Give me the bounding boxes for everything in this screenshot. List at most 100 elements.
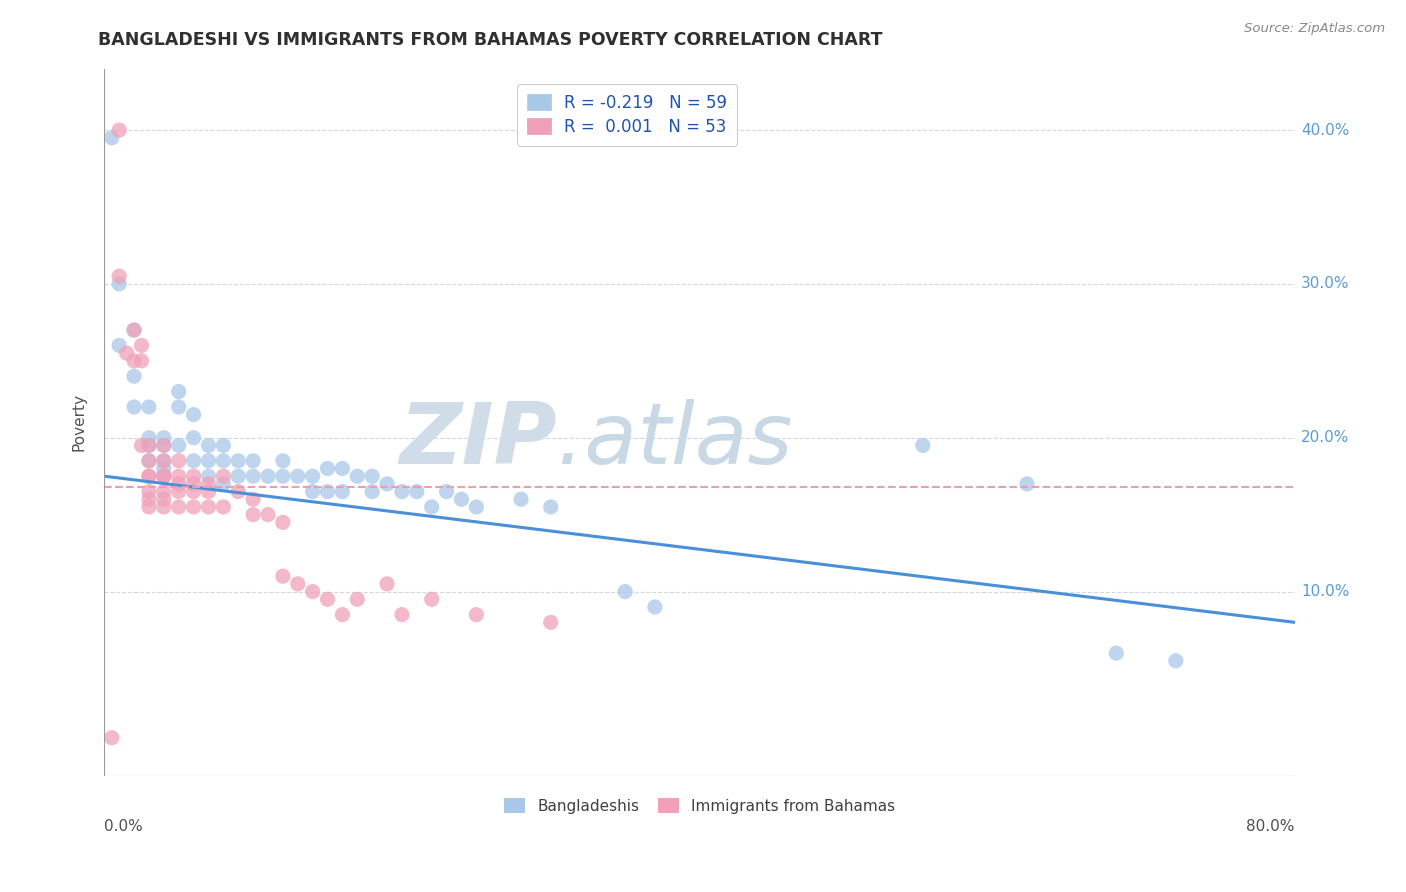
Point [183, 476, 205, 491]
Point [122, 400, 145, 414]
Point [197, 500, 219, 514]
Point [1105, 646, 1128, 660]
Point [138, 454, 160, 468]
Point [212, 500, 235, 514]
Point [167, 469, 190, 483]
Point [122, 323, 145, 337]
Point [465, 607, 488, 622]
Point [271, 469, 294, 483]
Point [183, 500, 205, 514]
Point [108, 269, 131, 284]
Point [153, 469, 176, 483]
Point [153, 454, 176, 468]
Point [100, 130, 122, 145]
Point [167, 400, 190, 414]
Point [167, 454, 190, 468]
Point [257, 469, 280, 483]
Point [540, 500, 562, 514]
Legend: Bangladeshis, Immigrants from Bahamas: Bangladeshis, Immigrants from Bahamas [496, 791, 903, 822]
Point [316, 592, 339, 607]
Point [138, 469, 160, 483]
Text: 10.0%: 10.0% [1301, 584, 1350, 599]
Point [138, 431, 160, 445]
Point [911, 438, 934, 452]
Point [332, 461, 354, 475]
Point [436, 484, 458, 499]
Point [212, 454, 235, 468]
Point [346, 592, 368, 607]
Point [153, 492, 176, 507]
Point [226, 469, 249, 483]
Point [226, 454, 249, 468]
Point [138, 438, 160, 452]
Point [361, 469, 384, 483]
Text: Source: ZipAtlas.com: Source: ZipAtlas.com [1244, 22, 1385, 36]
Point [346, 469, 368, 483]
Point [131, 338, 153, 352]
Point [167, 438, 190, 452]
Point [212, 469, 235, 483]
Point [153, 431, 176, 445]
Point [212, 438, 235, 452]
Point [420, 592, 443, 607]
Point [167, 484, 190, 499]
Text: .atlas: .atlas [557, 399, 792, 482]
Point [138, 484, 160, 499]
Point [242, 508, 264, 522]
Point [167, 476, 190, 491]
Point [212, 476, 235, 491]
Point [391, 484, 413, 499]
Point [197, 438, 219, 452]
Point [131, 354, 153, 368]
Point [153, 469, 176, 483]
Point [301, 469, 323, 483]
Point [420, 500, 443, 514]
Point [197, 476, 219, 491]
Text: ZIP: ZIP [399, 399, 557, 482]
Point [183, 454, 205, 468]
Point [115, 346, 138, 360]
Point [405, 484, 427, 499]
Point [153, 438, 176, 452]
Point [122, 354, 145, 368]
Point [153, 500, 176, 514]
Point [257, 508, 280, 522]
Point [108, 123, 131, 137]
Text: 30.0%: 30.0% [1301, 277, 1350, 292]
Text: 20.0%: 20.0% [1301, 430, 1350, 445]
Point [316, 461, 339, 475]
Point [271, 569, 294, 583]
Point [183, 469, 205, 483]
Point [138, 500, 160, 514]
Point [614, 584, 637, 599]
Point [332, 607, 354, 622]
Point [242, 469, 264, 483]
Point [138, 400, 160, 414]
Point [1015, 476, 1038, 491]
Point [465, 500, 488, 514]
Point [197, 484, 219, 499]
Point [197, 454, 219, 468]
Point [332, 484, 354, 499]
Point [510, 492, 533, 507]
Point [167, 384, 190, 399]
Point [242, 454, 264, 468]
Point [138, 438, 160, 452]
Point [131, 438, 153, 452]
Point [183, 484, 205, 499]
Point [301, 584, 323, 599]
Point [183, 431, 205, 445]
Point [301, 484, 323, 499]
Point [361, 484, 384, 499]
Point [271, 516, 294, 530]
Text: BANGLADESHI VS IMMIGRANTS FROM BAHAMAS POVERTY CORRELATION CHART: BANGLADESHI VS IMMIGRANTS FROM BAHAMAS P… [98, 31, 883, 49]
Point [271, 454, 294, 468]
Point [108, 277, 131, 291]
Point [1164, 654, 1187, 668]
Point [316, 484, 339, 499]
Point [153, 461, 176, 475]
Point [375, 577, 398, 591]
Point [153, 438, 176, 452]
Point [122, 323, 145, 337]
Point [122, 369, 145, 384]
